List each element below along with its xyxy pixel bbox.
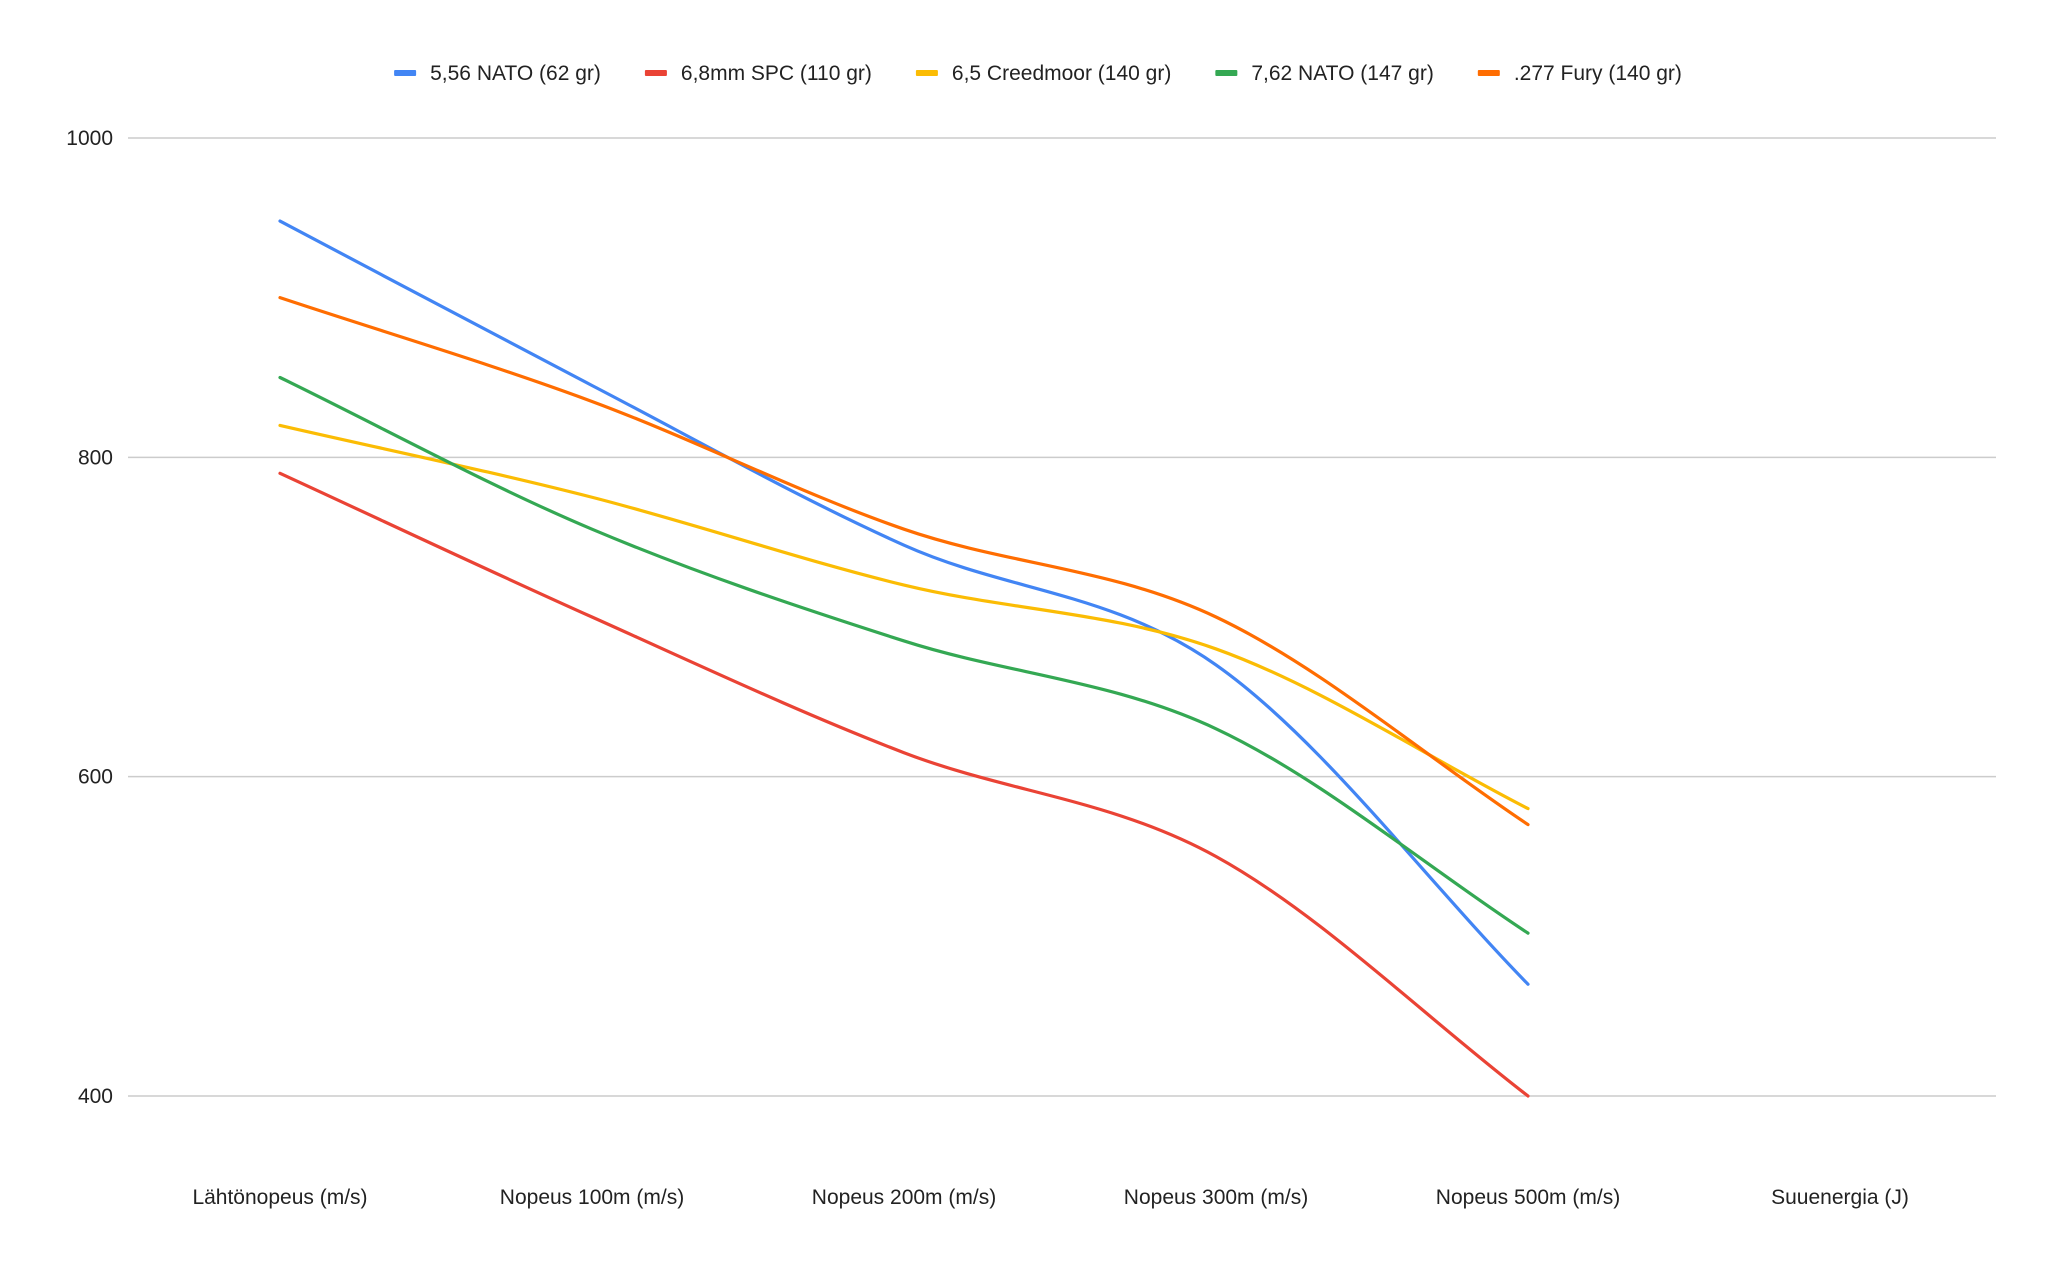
legend: 5,56 NATO (62 gr) 6,8mm SPC (110 gr) 6,5 C…	[394, 62, 1682, 85]
legend-swatch	[644, 70, 667, 76]
gridlines	[128, 137, 1996, 1097]
legend-label: 6,8mm SPC (110 gr)	[681, 62, 872, 85]
legend-swatch	[1477, 70, 1500, 76]
y-tick-label: 600	[78, 766, 113, 789]
x-tick-label: Nopeus 500m (m/s)	[1436, 1186, 1620, 1209]
legend-swatch	[915, 70, 938, 76]
y-tick-label: 800	[78, 446, 113, 469]
series-line-7-62-nato-147-gr	[278, 375, 1530, 935]
x-axis: Lähtönopeus (m/s) Nopeus 100m (m/s) Nopeus…	[192, 1186, 1908, 1209]
series-line-5-56-nato-62-gr	[278, 219, 1530, 986]
legend-label: 6,5 Creedmoor (140 gr)	[952, 62, 1171, 85]
legend-item-6-5-creedmoor-140-gr: 6,5 Creedmoor (140 gr)	[915, 62, 1171, 85]
legend-swatch	[1215, 70, 1238, 76]
legend-item-5-56-nato-62-gr: 5,56 NATO (62 gr)	[394, 62, 601, 85]
x-tick-label: Suuenergia (J)	[1771, 1186, 1909, 1209]
y-axis: 400 600 800 1000	[66, 127, 113, 1108]
legend-item-6-8mm-spc-110-gr: 6,8mm SPC (110 gr)	[644, 62, 872, 85]
legend-label: .277 Fury (140 gr)	[1514, 62, 1682, 85]
y-tick-label: 1000	[66, 127, 113, 150]
series-line-6-8mm-spc-110-gr	[278, 471, 1530, 1098]
legend-label: 7,62 NATO (147 gr)	[1251, 62, 1433, 85]
y-tick-label: 400	[78, 1085, 113, 1108]
x-tick-label: Nopeus 100m (m/s)	[500, 1186, 684, 1209]
x-tick-label: Lähtönopeus (m/s)	[192, 1186, 367, 1209]
series-group	[278, 219, 1530, 1098]
x-tick-label: Nopeus 200m (m/s)	[812, 1186, 996, 1209]
legend-label: 5,56 NATO (62 gr)	[430, 62, 601, 85]
legend-item-7-62-nato-147-gr: 7,62 NATO (147 gr)	[1215, 62, 1434, 85]
series-line-277-fury-140-gr	[278, 296, 1530, 827]
series-line-6-5-creedmoor-140-gr	[278, 423, 1530, 811]
legend-swatch	[394, 70, 417, 76]
legend-item-277-fury-140-gr: .277 Fury (140 gr)	[1477, 62, 1682, 85]
x-tick-label: Nopeus 300m (m/s)	[1124, 1186, 1308, 1209]
